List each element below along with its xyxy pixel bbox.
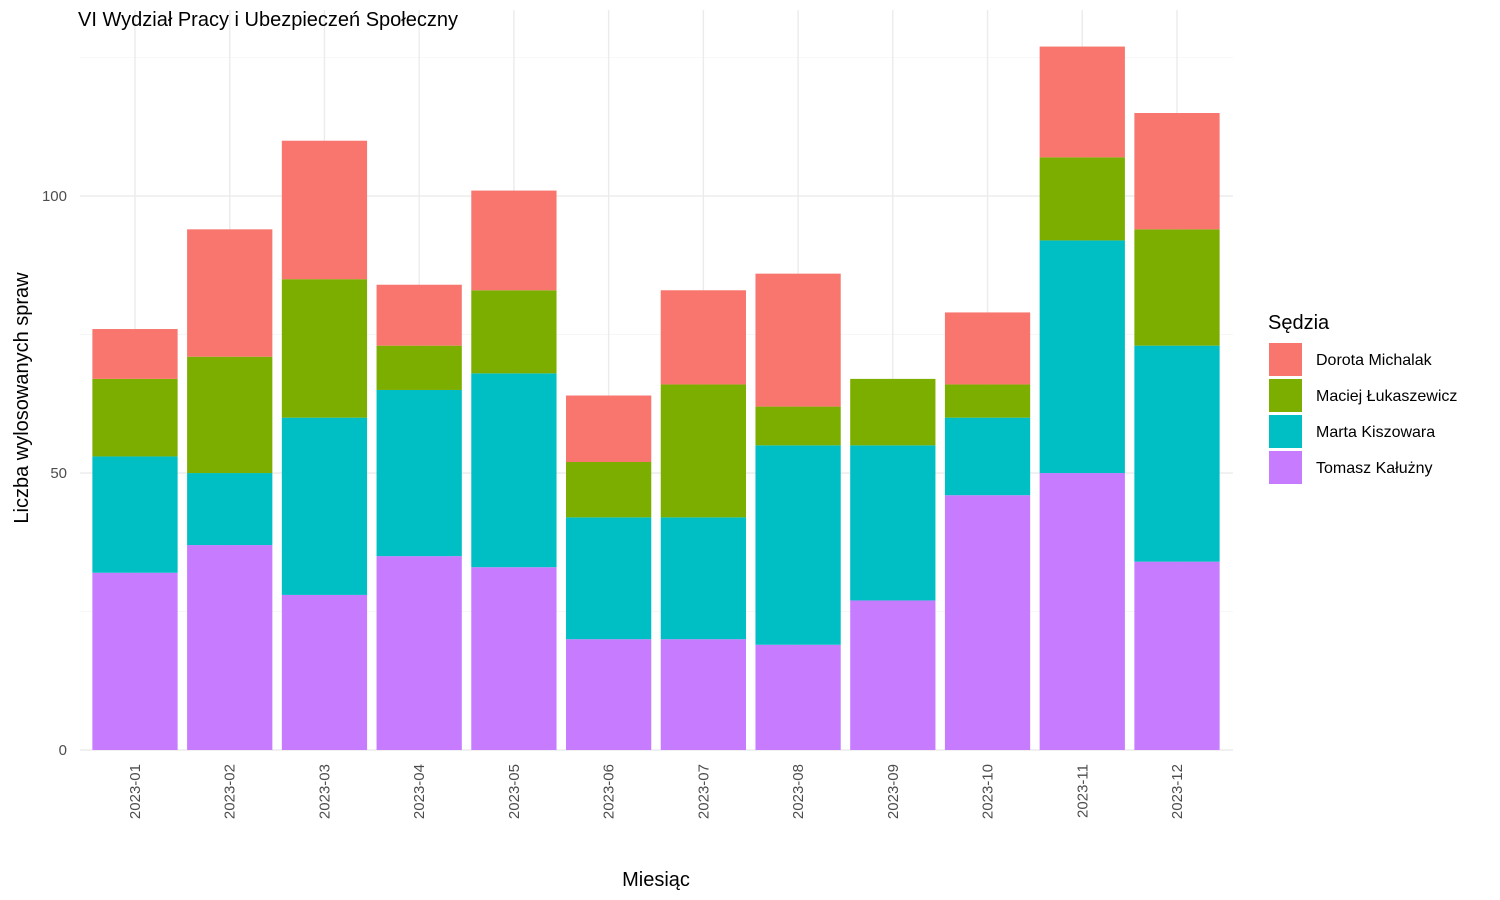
x-tick-label: 2023-07 (695, 764, 712, 819)
legend-label: Marta Kiszowara (1316, 424, 1435, 441)
bar-segment (1039, 240, 1125, 474)
bar-segment (660, 517, 746, 640)
y-tick-label: 0 (59, 742, 67, 759)
bar-segment (376, 389, 462, 557)
x-tick-label: 2023-05 (506, 764, 523, 819)
x-tick-label: 2023-08 (790, 764, 807, 819)
legend-label: Dorota Michalak (1316, 352, 1433, 369)
y-axis-ticks: 0 50 100 (42, 188, 67, 759)
bar-segment (1039, 473, 1125, 750)
bar-segment (471, 567, 557, 750)
bar-segment (281, 140, 368, 280)
x-tick-label: 2023-09 (885, 764, 902, 819)
x-tick-label: 2023-02 (222, 764, 239, 819)
legend-items: Dorota Michalak Maciej Łukaszewicz Marta K… (1269, 343, 1457, 484)
bar-segment (566, 639, 652, 750)
legend-swatch (1269, 415, 1302, 448)
bar-segment (755, 273, 841, 407)
y-tick-label: 50 (50, 465, 67, 482)
bar-segment (92, 378, 178, 457)
bar-segment (1039, 46, 1125, 158)
x-tick-label: 2023-12 (1169, 764, 1186, 819)
bar-segment (471, 290, 557, 374)
y-axis-title: Liczba wylosowanych spraw (11, 272, 33, 524)
bar-segment (376, 556, 462, 750)
bar-segment (660, 384, 746, 518)
bar-segment (566, 395, 652, 462)
bar-segment (660, 639, 746, 750)
bar-segment (1134, 229, 1220, 346)
bar-segment (187, 473, 273, 546)
bar-segment (944, 417, 1031, 496)
x-tick-label: 2023-03 (316, 764, 333, 819)
bar-segment (850, 600, 936, 750)
x-tick-label: 2023-06 (601, 764, 618, 819)
legend-swatch (1269, 379, 1302, 412)
legend-label: Tomasz Kałużny (1316, 460, 1433, 477)
x-tick-label: 2023-11 (1074, 764, 1091, 818)
bar-segment (471, 190, 557, 291)
bar-segment (566, 517, 652, 640)
bar-segment (376, 284, 462, 346)
bar-segment (850, 378, 936, 446)
x-axis-ticks: 2023-01 2023-02 2023-03 2023-04 2023-05 2023-… (127, 764, 1186, 819)
bar-segment (850, 445, 936, 601)
x-axis-title: Miesiąc (622, 869, 690, 891)
bar-segment (187, 229, 273, 357)
x-tick-label: 2023-04 (411, 764, 428, 819)
legend: Sędzia Dorota Michalak Maciej Łukaszewicz… (1268, 312, 1457, 484)
bar-segment (92, 329, 178, 379)
x-tick-label: 2023-01 (127, 764, 144, 819)
bar-segment (1134, 561, 1220, 750)
bar-segment (376, 345, 462, 390)
bars (92, 46, 1220, 750)
bar-segment (281, 417, 368, 595)
bar-segment (1134, 113, 1220, 230)
bar-segment (1039, 157, 1125, 241)
bar-segment (1134, 345, 1220, 562)
bar-segment (755, 406, 841, 446)
legend-title: Sędzia (1268, 312, 1330, 334)
legend-swatch (1269, 343, 1302, 376)
bar-segment (944, 384, 1031, 418)
bar-segment (944, 312, 1031, 385)
y-tick-label: 100 (42, 188, 67, 205)
bar-segment (471, 373, 557, 568)
bar-segment (92, 456, 178, 573)
bar-segment (92, 572, 178, 750)
bar-segment (566, 461, 652, 518)
bar-segment (187, 356, 273, 474)
bar-segment (755, 644, 841, 750)
bar-segment (281, 279, 368, 418)
chart-title: VI Wydział Pracy i Ubezpieczeń Społeczny (78, 9, 458, 31)
x-tick-label: 2023-10 (980, 764, 997, 819)
bar-segment (281, 594, 368, 750)
legend-label: Maciej Łukaszewicz (1316, 388, 1457, 405)
bar-segment (944, 495, 1031, 750)
bar-segment (755, 445, 841, 645)
bar-segment (187, 545, 273, 750)
legend-swatch (1269, 451, 1302, 484)
bar-segment (660, 290, 746, 385)
